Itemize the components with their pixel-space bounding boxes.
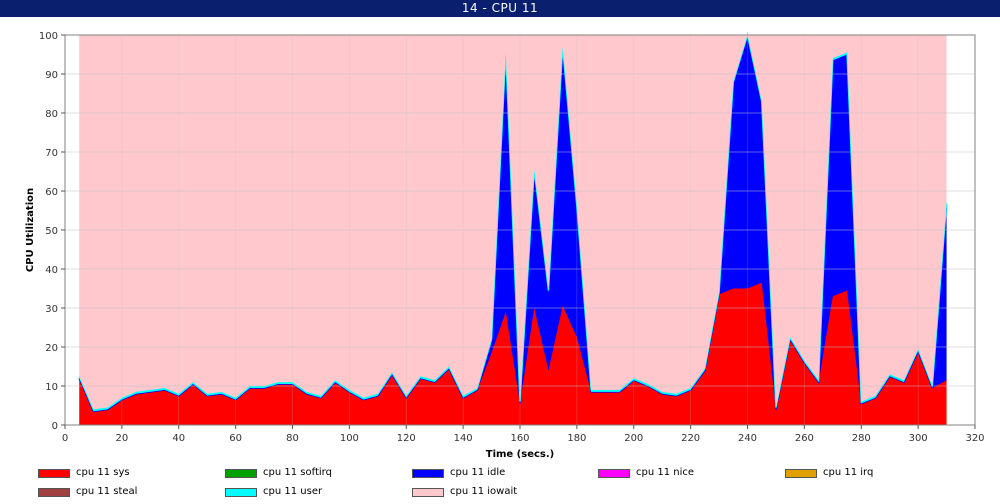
legend-swatch [38,468,70,478]
legend-label: cpu 11 user [263,486,323,497]
legend-label: cpu 11 steal [76,486,138,497]
legend-swatch [598,468,630,478]
x-tick-label: 120 [397,433,416,444]
cpu-utilization-chart: 0 10 20 30 40 50 60 70 80 90 100 0 20 40 60 80 100 120 140… [25,31,985,460]
y-tick-label: 70 [45,148,58,159]
x-tick-label: 240 [738,433,757,444]
y-tick-label: 90 [45,70,58,81]
legend-item-cpu-11-softirq: cpu 11 softirq [225,466,332,480]
x-tick-label: 20 [116,433,129,444]
legend-item-cpu-11-user: cpu 11 user [225,485,322,499]
legend-swatch [412,468,444,478]
x-tick-label: 260 [795,433,814,444]
legend-label: cpu 11 idle [450,467,506,478]
series-area-cpu-11-iowait [79,35,947,410]
x-tick-label: 320 [965,433,984,444]
y-tick-label: 20 [45,343,58,354]
legend-swatch [412,487,444,497]
legend-item-cpu-11-nice: cpu 11 nice [598,466,694,480]
series-line-cpu-11-user [78,32,948,411]
y-tick-label: 80 [45,109,58,120]
y-tick-label: 40 [45,265,58,276]
legend-item-cpu-11-irq: cpu 11 irq [785,466,873,480]
legend-label: cpu 11 nice [636,467,695,478]
x-tick-label: 160 [510,433,529,444]
x-tick-label: 100 [340,433,359,444]
x-tick-label: 280 [852,433,871,444]
window-title: 14 - CPU 11 [0,0,1000,17]
legend-swatch [785,468,817,478]
legend-item-cpu-11-steal: cpu 11 steal [38,485,137,499]
y-axis-label: CPU Utilization [25,188,36,272]
x-tick-label: 180 [567,433,586,444]
x-tick-label: 80 [286,433,299,444]
x-tick-label: 140 [454,433,473,444]
legend-item-cpu-11-iowait: cpu 11 iowait [412,485,517,499]
series-area-cpu-11-sys [79,282,947,425]
x-axis-label: Time (secs.) [486,449,555,460]
x-tick-label: 0 [62,433,68,444]
y-tick-label: 100 [39,31,58,42]
legend-swatch [225,468,257,478]
y-tick-label: 10 [45,382,58,393]
y-tick-label: 60 [45,187,58,198]
legend-label: cpu 11 iowait [450,486,518,497]
legend-swatch [38,487,70,497]
x-tick-label: 200 [624,433,643,444]
legend-label: cpu 11 sys [76,467,130,478]
y-tick-label: 0 [52,421,58,432]
legend-item-cpu-11-sys: cpu 11 sys [38,466,130,480]
y-tick-label: 30 [45,304,58,315]
legend-label: cpu 11 softirq [263,467,332,478]
legend-item-cpu-11-idle: cpu 11 idle [412,466,505,480]
x-tick-label: 60 [229,433,242,444]
x-tick-label: 40 [172,433,185,444]
y-tick-label: 50 [45,226,58,237]
legend-label: cpu 11 irq [823,467,874,478]
x-tick-label: 220 [681,433,700,444]
legend-swatch [225,487,257,497]
chart-legend: cpu 11 sys cpu 11 softirq cpu 11 idle cpu 1… [0,462,1000,504]
x-tick-label: 300 [909,433,928,444]
